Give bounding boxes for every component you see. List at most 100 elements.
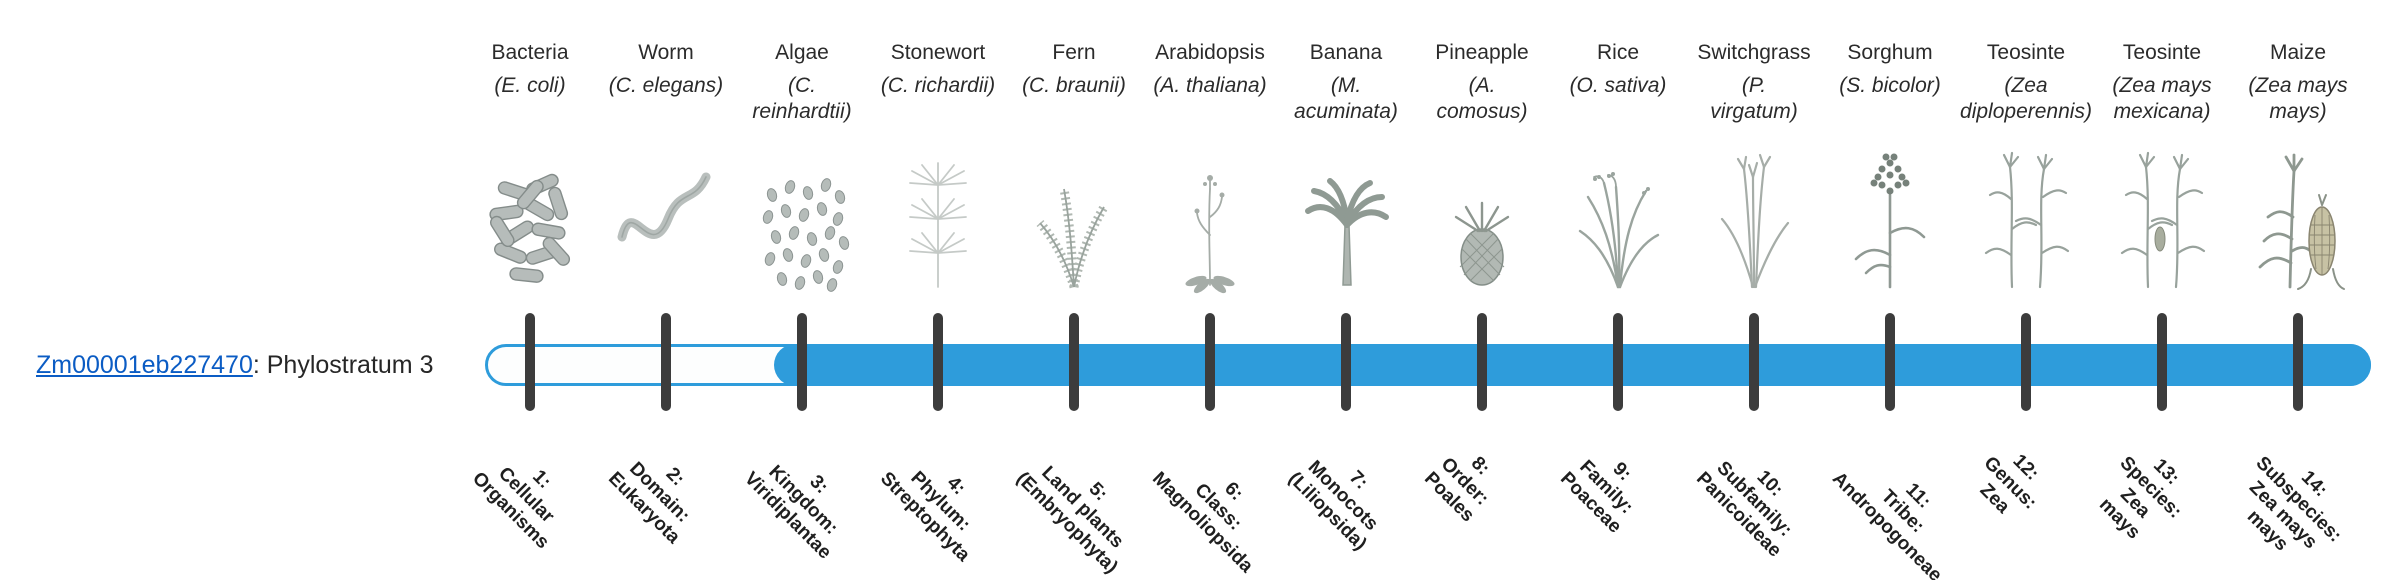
organism-label: Switchgrass (P. virgatum): [1679, 40, 1829, 125]
organism-name: Switchgrass: [1697, 41, 1811, 64]
organism-name: Sorghum: [1847, 41, 1933, 64]
organism-sci-name: (P. virgatum): [1679, 73, 1829, 125]
organism-sci-line: (Zea mays: [2112, 74, 2212, 97]
stratum-label: 12: Genus: Zea: [1976, 437, 2075, 517]
organism-sci-line: (E. coli): [494, 74, 566, 97]
tick-mark: [1477, 313, 1487, 411]
tick-mark: [1749, 313, 1759, 411]
organism-sci-name: (Zea mays mexicana): [2087, 73, 2237, 125]
organism-sci-line: comosus): [1436, 100, 1528, 123]
organism-label: Bacteria (E. coli): [455, 40, 605, 99]
organism-sci-name: (C. elegans): [591, 73, 741, 99]
gene-link[interactable]: Zm00001eb227470: [36, 351, 253, 379]
organism-sci-name: (Zea diploperennis): [1951, 73, 2101, 125]
tick-mark: [797, 313, 807, 411]
stratum-label-text: 8: Order: Poales: [1419, 437, 1509, 527]
organism-sci-name: (C. richardii): [863, 73, 1013, 99]
stratum-label-text: 11: Tribe: Andropogoneae: [1827, 437, 1977, 580]
stratum-label: 2: Domain: Eukaryota: [604, 437, 742, 548]
organism-sci-line: (C. richardii): [880, 74, 996, 97]
organism-name: Worm: [638, 41, 694, 64]
banana-icon: [1286, 133, 1406, 311]
stratum-label-text: 1: Cellular Organisms: [467, 437, 584, 554]
organism-sci-name: (O. sativa): [1543, 73, 1693, 99]
organism-label: Stonewort (C. richardii): [863, 40, 1013, 99]
tick-mark: [661, 313, 671, 411]
organism-name: Maize: [2269, 41, 2327, 64]
fern-icon: [1014, 133, 1134, 311]
organism-sci-name: (A. comosus): [1407, 73, 1557, 125]
stratum-label: 13: Species: Zea mays: [2095, 437, 2224, 544]
organism-name: Algae: [775, 41, 829, 64]
arabidopsis-icon: [1150, 133, 1270, 311]
organism-sci-line: (P.: [1741, 74, 1767, 97]
stonewort-icon: [878, 133, 998, 311]
organism-sci-name: (C. braunii): [999, 73, 1149, 99]
organism-label: Teosinte (Zea mays mexicana): [2087, 40, 2237, 125]
organism-name: Stonewort: [890, 41, 986, 64]
stratum-label: 8: Order: Poales: [1420, 437, 1527, 527]
sorghum-icon: [1830, 133, 1950, 311]
organism-sci-line: (O. sativa): [1569, 74, 1667, 97]
organism-label: Algae (C. reinhardtii): [727, 40, 877, 125]
organism-sci-line: (A. thaliana): [1153, 74, 1267, 97]
stratum-label-text: 13: Species: Zea mays: [2084, 437, 2201, 554]
stratum-label-text: 2: Domain: Eukaryota: [603, 437, 715, 549]
stratum-label-text: 9: Family: Poaceae: [1555, 437, 1656, 538]
worm-icon: [606, 133, 726, 311]
organism-sci-line: diploperennis): [1960, 100, 2092, 123]
tick-mark: [1069, 313, 1079, 411]
stratum-label: 3: Kingdom: Viridiplantae: [740, 437, 900, 563]
stratum-label: 9: Family: Poaceae: [1556, 437, 1679, 537]
organism-sci-name: (E. coli): [455, 73, 605, 99]
phylostratum-text: : Phylostratum 3: [252, 351, 434, 379]
stratum-label-text: 10: Subfamily: Panicoideae: [1691, 437, 1816, 562]
organism-name: Pineapple: [1435, 41, 1529, 64]
tick-mark: [1885, 313, 1895, 411]
organism-name: Arabidopsis: [1155, 41, 1265, 64]
stratum-label: 1: Cellular Organisms: [468, 437, 613, 553]
organism-sci-line: (Zea mays: [2248, 74, 2348, 97]
organism-label: Teosinte (Zea diploperennis): [1951, 40, 2101, 125]
organism-sci-name: (A. thaliana): [1135, 73, 1285, 99]
organism-sci-name: (Zea mays mays): [2223, 73, 2373, 125]
organism-sci-line: mays): [2269, 100, 2327, 123]
organism-label: Maize (Zea mays mays): [2223, 40, 2373, 125]
organism-name: Bacteria: [491, 41, 569, 64]
tick-mark: [2293, 313, 2303, 411]
bacteria-icon: [470, 133, 590, 311]
organism-sci-line: acuminata): [1294, 100, 1398, 123]
maize-icon: [2238, 133, 2358, 311]
rice-icon: [1558, 133, 1678, 311]
gene-label: Zm00001eb227470: Phylostratum 3: [36, 351, 434, 380]
stratum-label-text: 3: Kingdom: Viridiplantae: [739, 437, 866, 564]
organism-sci-line: mexicana): [2113, 100, 2211, 123]
stratum-label-text: 14: Subspecies: Zea mays mays: [2220, 437, 2361, 578]
organism-sci-line: (C. elegans): [608, 74, 724, 97]
organism-label: Rice (O. sativa): [1543, 40, 1693, 99]
tick-mark: [2157, 313, 2167, 411]
organism-name: Teosinte: [1986, 41, 2066, 64]
tick-mark: [1205, 313, 1215, 411]
tick-mark: [525, 313, 535, 411]
organism-label: Worm (C. elegans): [591, 40, 741, 99]
organism-sci-line: (C. braunii): [1022, 74, 1126, 97]
organism-name: Banana: [1309, 41, 1383, 64]
organism-sci-line: (A.: [1468, 74, 1496, 97]
stratum-label: 7: Monocots (Liliopsida): [1284, 437, 1431, 555]
stratum-label: 14: Subspecies: Zea mays mays: [2243, 437, 2394, 556]
phylostratum-fill: [774, 344, 2371, 386]
tick-mark: [1341, 313, 1351, 411]
organism-label: Arabidopsis (A. thaliana): [1135, 40, 1285, 99]
organism-name: Fern: [1052, 41, 1096, 64]
organism-sci-line: (M.: [1330, 74, 1362, 97]
tick-mark: [933, 313, 943, 411]
organism-label: Banana (M. acuminata): [1271, 40, 1421, 125]
teosinte2-icon: [2102, 133, 2222, 311]
tick-mark: [1613, 313, 1623, 411]
organism-label: Fern (C. braunii): [999, 40, 1149, 99]
organism-sci-name: (S. bicolor): [1815, 73, 1965, 99]
switchgrass-icon: [1694, 133, 1814, 311]
organism-sci-name: (C. reinhardtii): [727, 73, 877, 125]
